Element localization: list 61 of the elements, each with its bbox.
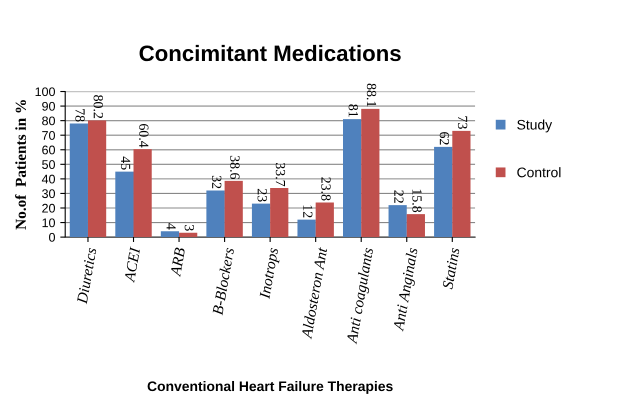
y-tick-label: 100 [36, 87, 55, 96]
bar [134, 149, 152, 238]
x-tick-label: Inotrops [259, 247, 282, 300]
data-label: 80.2 [94, 95, 103, 118]
data-label: 38.6 [230, 156, 240, 180]
y-tick-label: 80 [42, 116, 55, 126]
data-label: 45 [120, 156, 130, 170]
x-tick-label: Aldosteron Ant [300, 246, 328, 340]
y-axis-title: No.of Patients in % [15, 100, 26, 230]
bar [70, 124, 88, 238]
data-label: 23.8 [321, 177, 331, 200]
x-tick-label: ACEI [124, 246, 140, 283]
y-tick-label: 30 [42, 189, 55, 198]
data-label: 15.8 [412, 190, 422, 212]
y-tick-label: 90 [42, 102, 55, 111]
data-label: 22 [394, 190, 404, 203]
data-label: 32 [212, 176, 222, 188]
x-tick-label: B-Blockers [212, 247, 234, 316]
legend-label: Control [517, 167, 560, 178]
x-tick-label: ARB [170, 247, 186, 278]
chart-title: Concimitant Medications [140, 44, 401, 62]
bar [115, 172, 134, 238]
bar [206, 190, 225, 238]
bar [343, 119, 362, 238]
data-label: 33.7 [276, 162, 286, 186]
x-tick-label: Diuretics [76, 247, 97, 304]
bar [179, 232, 198, 238]
data-label: 3 [184, 225, 194, 231]
y-tick-label: 20 [42, 204, 55, 213]
bar [452, 130, 471, 238]
data-label: 60.4 [139, 124, 149, 148]
bar [297, 220, 316, 238]
y-tick-label: 60 [42, 146, 55, 154]
y-tick-label: 0 [49, 232, 55, 242]
y-tick-label: 40 [42, 174, 55, 184]
bar [224, 180, 243, 238]
data-label: 73 [458, 116, 468, 129]
data-label: 4 [166, 223, 176, 230]
bar [434, 146, 452, 238]
bar [270, 188, 288, 238]
x-tick-label: Anti Anginals [392, 247, 421, 332]
data-label: 81 [348, 104, 358, 117]
data-label: 62 [440, 132, 450, 145]
bar [252, 204, 270, 238]
x-tick-label: Anti coagulants [346, 247, 376, 345]
bar [88, 120, 106, 238]
data-label: 23 [258, 188, 267, 202]
data-label: 12 [303, 206, 312, 218]
legend-label: Study [517, 119, 552, 132]
data-label: 88.1 [366, 84, 376, 107]
data-label: 78 [75, 109, 85, 122]
bar [160, 231, 180, 238]
y-tick-label: 10 [42, 218, 55, 228]
bar [388, 205, 407, 238]
y-tick-label: 50 [42, 160, 55, 169]
bar [316, 202, 334, 238]
x-axis-title: Conventional Heart Failure Therapies [148, 380, 393, 394]
bar [361, 108, 380, 238]
x-tick-label: Statins [442, 247, 460, 290]
y-tick-label: 70 [42, 131, 55, 140]
bar [406, 214, 425, 238]
